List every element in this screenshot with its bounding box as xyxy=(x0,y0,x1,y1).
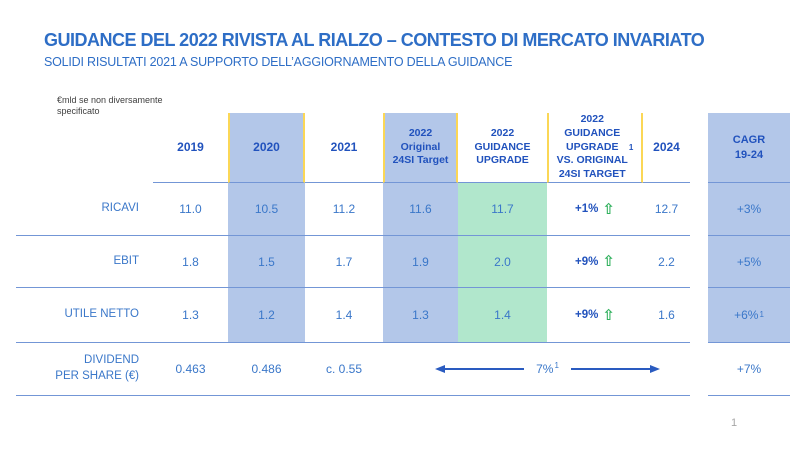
up-arrow-icon: ⇧ xyxy=(602,252,615,270)
col-header-upgrade-vs-original: 2022 GUIDANCE UPGRADE VS. ORIGINAL 24SI … xyxy=(547,113,643,183)
col-header-upgrade-vs-original-text: 2022 GUIDANCE UPGRADE VS. ORIGINAL 24SI … xyxy=(556,113,628,180)
value-cell: 1.4 xyxy=(305,288,383,343)
dividend-range-label: 7%1 xyxy=(536,361,559,377)
upgrade-delta: +9% xyxy=(575,255,599,268)
value-cell-upgrade: 11.7 xyxy=(458,183,547,236)
value-cell: 1.2 xyxy=(228,288,305,343)
value-cell: 1.3 xyxy=(153,288,228,343)
page-number: 1 xyxy=(731,417,738,429)
slide-title: GUIDANCE DEL 2022 RIVISTA AL RIALZO – CO… xyxy=(44,30,705,50)
row-label-dividend-per-share: DIVIDEND PER SHARE (€) xyxy=(16,343,153,396)
value-cell: 1.8 xyxy=(153,236,228,288)
units-note: €mld se non diversamente specificato xyxy=(57,95,163,117)
row-label-ebit: EBIT xyxy=(16,236,153,288)
footnote-marker: 1 xyxy=(554,361,559,370)
value-cell: 1.5 xyxy=(228,236,305,288)
upgrade-vs-cell: +9% ⇧ xyxy=(547,288,643,343)
arrow-left-icon xyxy=(435,365,445,373)
col-header-2021: 2021 xyxy=(305,113,383,183)
value-cell: 1.6 xyxy=(643,288,690,343)
value-cell: 0.463 xyxy=(153,343,228,396)
upgrade-delta: +9% xyxy=(575,309,599,321)
value-cell-upgrade: 1.4 xyxy=(458,288,547,343)
value-cell: 11.6 xyxy=(383,183,458,236)
value-cell: 1.7 xyxy=(305,236,383,288)
value-cell: 1.3 xyxy=(383,288,458,343)
dividend-range-arrow: 7%1 xyxy=(383,343,690,396)
col-header-2022-original-target: 2022 Original 24SI Target xyxy=(383,113,458,183)
value-cell: 11.0 xyxy=(153,183,228,236)
col-header-2019: 2019 xyxy=(153,113,228,183)
arrow-right-icon xyxy=(650,365,661,373)
arrow-line xyxy=(445,368,525,370)
col-header-2024: 2024 xyxy=(643,113,690,183)
upgrade-vs-cell: +9% ⇧ xyxy=(547,236,643,288)
value-cell: 2.2 xyxy=(643,236,690,288)
cagr-cell: +5% xyxy=(708,236,790,288)
col-header-cagr-19-24: CAGR 19-24 xyxy=(708,113,790,183)
col-header-2020: 2020 xyxy=(228,113,305,183)
cagr-cell: +7% xyxy=(708,343,790,396)
upgrade-delta: +1% xyxy=(575,203,599,215)
row-label-utile-netto: UTILE NETTO xyxy=(16,288,153,343)
up-arrow-icon: ⇧ xyxy=(602,199,615,218)
upgrade-vs-cell: +1% ⇧ xyxy=(547,183,643,236)
cagr-cell: +6% 1 xyxy=(708,288,790,343)
up-arrow-icon: ⇧ xyxy=(602,305,615,324)
value-cell: 0.486 xyxy=(228,343,305,396)
value-cell: c. 0.55 xyxy=(305,343,383,396)
dividend-range-value: 7% xyxy=(536,362,554,376)
value-cell: 12.7 xyxy=(643,183,690,236)
cagr-cell: +3% xyxy=(708,183,790,236)
col-header-2022-guidance-upgrade: 2022 GUIDANCE UPGRADE xyxy=(458,113,547,183)
slide-subtitle: SOLIDI RISULTATI 2021 A SUPPORTO DELL’AG… xyxy=(44,55,513,69)
cagr-value: +6% xyxy=(734,308,759,322)
arrow-line xyxy=(570,368,651,370)
value-cell: 10.5 xyxy=(228,183,305,236)
row-label-ricavi: RICAVI xyxy=(16,183,153,236)
value-cell: 11.2 xyxy=(305,183,383,236)
value-cell-upgrade: 2.0 xyxy=(458,236,547,288)
value-cell: 1.9 xyxy=(383,236,458,288)
guidance-table: 2019 2020 2021 2022 Original 24SI Target… xyxy=(16,113,790,396)
